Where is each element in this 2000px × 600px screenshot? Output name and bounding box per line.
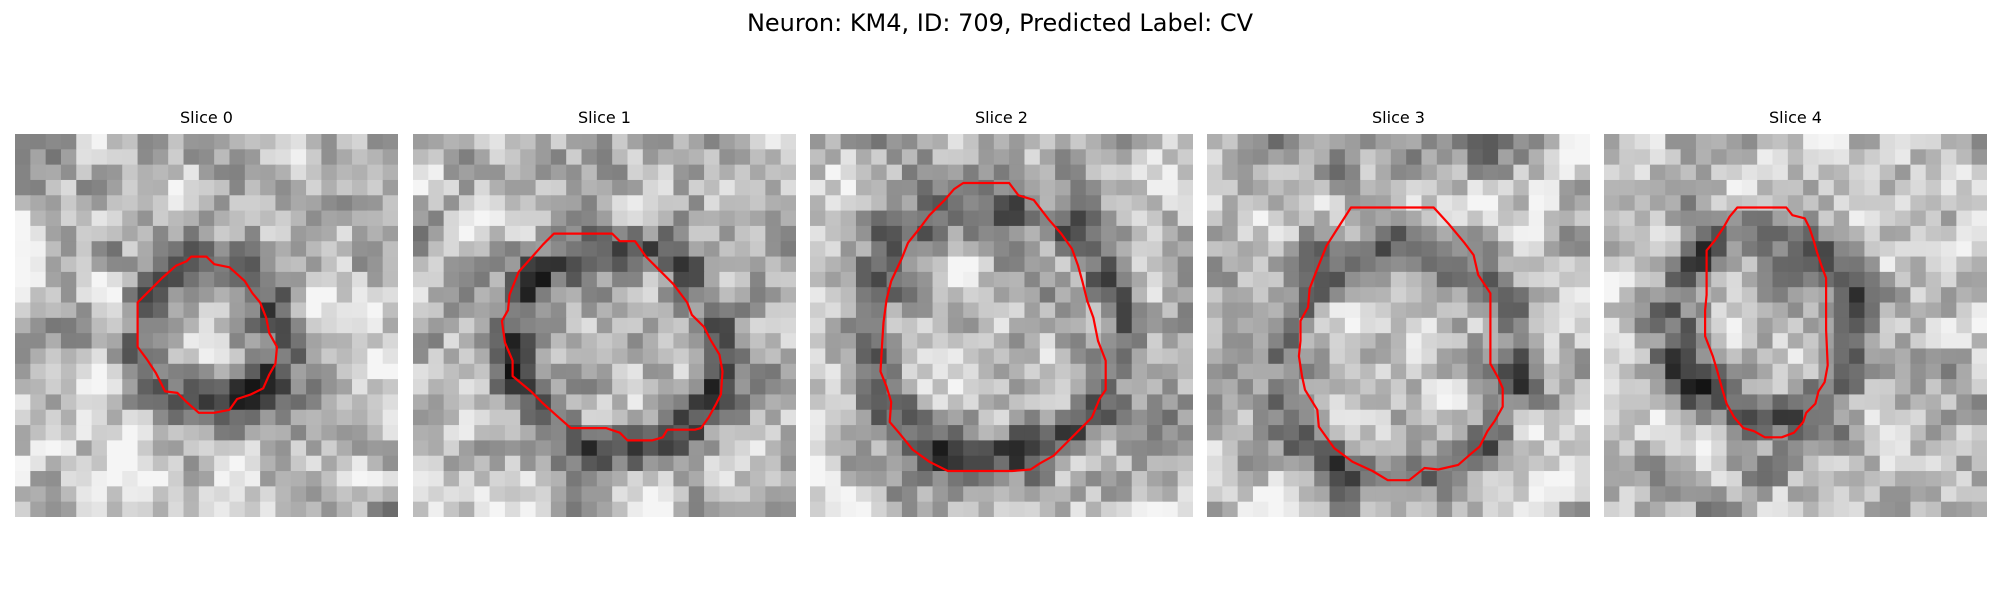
slice-title-2: Slice 2	[975, 108, 1028, 127]
slice-panel-3: Slice 3	[1207, 108, 1590, 517]
pixel-grid	[1207, 134, 1590, 517]
slice-image-2	[810, 134, 1193, 517]
slice-panel-2: Slice 2	[810, 108, 1193, 517]
roi-contour	[136, 255, 279, 414]
pixel-grid	[15, 134, 398, 517]
slice-panel-0: Slice 0	[15, 108, 398, 517]
slice-title-3: Slice 3	[1372, 108, 1425, 127]
pixel-grid	[1604, 134, 1987, 517]
slice-image-3	[1207, 134, 1590, 517]
slice-title-0: Slice 0	[180, 108, 233, 127]
roi-contour	[879, 181, 1107, 473]
slice-panel-1: Slice 1	[413, 108, 796, 517]
figure-title: Neuron: KM4, ID: 709, Predicted Label: C…	[746, 9, 1254, 37]
roi-contour	[1703, 206, 1829, 439]
roi-contour	[500, 232, 724, 442]
slice-image-4	[1604, 134, 1987, 517]
slice-panel-4: Slice 4	[1604, 108, 1987, 517]
slice-title-4: Slice 4	[1769, 108, 1822, 127]
slice-image-1	[413, 134, 796, 517]
roi-contour	[1297, 206, 1504, 482]
slice-title-1: Slice 1	[578, 108, 631, 127]
pixel-grid	[413, 134, 796, 517]
slice-image-0	[15, 134, 398, 517]
pixel-grid	[810, 134, 1193, 517]
